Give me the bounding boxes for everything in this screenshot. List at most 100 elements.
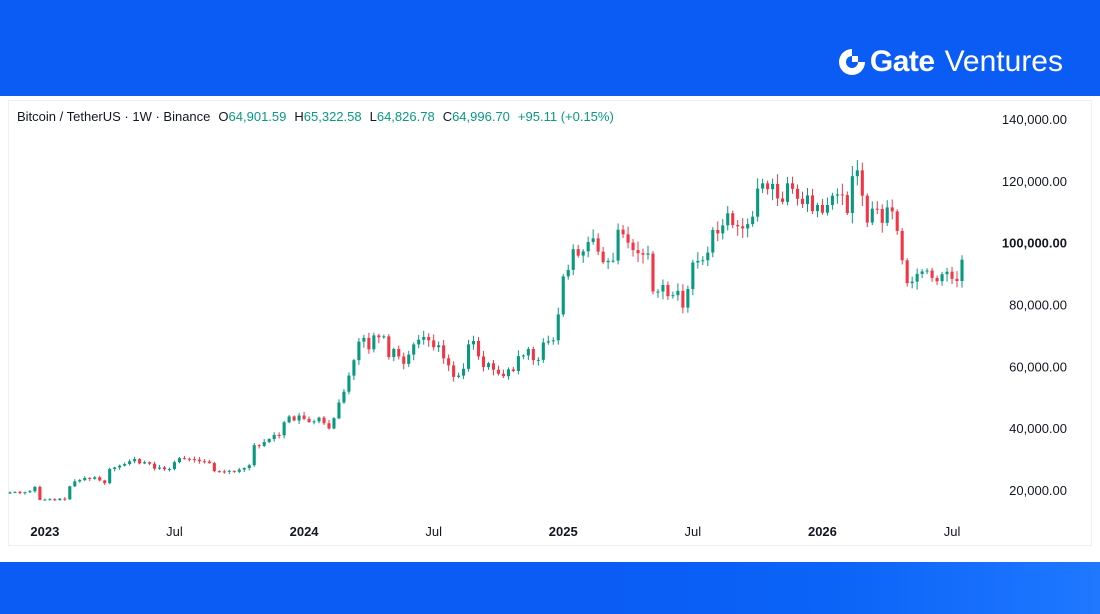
candle-down (197, 459, 201, 462)
candle-up (167, 468, 172, 470)
candle-down (895, 211, 899, 231)
candle-down (651, 253, 655, 292)
candle-down (810, 195, 815, 212)
y-tick-label: 40,000.00 (1009, 421, 1067, 436)
candle-up (940, 274, 944, 282)
candle-up (23, 492, 27, 494)
candle-up (915, 273, 919, 282)
candle-down (776, 183, 780, 199)
candle-up (721, 225, 725, 234)
x-tick-label: 2025 (549, 524, 578, 539)
candle-up (113, 467, 117, 469)
candle-down (212, 463, 216, 472)
candle-up (372, 335, 376, 350)
candle-down (232, 470, 236, 472)
y-tick-label: 140,000.00 (1002, 112, 1067, 127)
candle-up (462, 368, 466, 376)
candle-up (68, 486, 72, 500)
candle-down (880, 208, 884, 223)
candle-down (865, 195, 869, 223)
candle-down (766, 183, 770, 190)
candle-up (471, 340, 476, 345)
candle-up (706, 252, 710, 261)
candle-up (925, 270, 929, 272)
candle-down (636, 250, 640, 254)
close-value: 64,996.70 (452, 109, 510, 124)
candle-up (93, 477, 97, 479)
candle-up (830, 195, 834, 205)
candle-down (491, 363, 496, 370)
candle-up (128, 461, 132, 465)
candle-up (885, 207, 889, 223)
candle-up (267, 438, 271, 443)
candle-up (571, 249, 575, 270)
candle-up (332, 418, 336, 429)
candle-down (387, 336, 391, 358)
candle-up (422, 336, 426, 340)
high-value: 65,322.58 (303, 109, 362, 124)
candle-down (222, 471, 226, 473)
ohlc-legend: Bitcoin / TetherUS · 1W · Binance O 64,9… (17, 109, 622, 124)
candle-up (686, 289, 690, 308)
candle-down (860, 170, 864, 196)
candle-up (457, 375, 461, 377)
candle-up (412, 344, 416, 355)
candle-up (671, 295, 675, 297)
candle-down (716, 229, 720, 234)
candle-up (761, 183, 765, 189)
gate-ventures-logo: Gate Ventures (837, 40, 1063, 84)
candle-down (736, 225, 740, 227)
candle-up (611, 260, 615, 262)
candle-up (13, 491, 17, 493)
candle-up (850, 176, 854, 213)
candle-up (78, 480, 82, 482)
candle-down (367, 337, 371, 350)
candle-up (945, 271, 949, 275)
candle-down (192, 459, 196, 461)
candle-up (696, 260, 700, 263)
candle-up (342, 391, 346, 403)
candle-up (756, 188, 760, 217)
candle-up (506, 369, 510, 377)
candle-down (501, 373, 505, 377)
open-value: 64,901.59 (228, 109, 287, 124)
candle-up (920, 271, 924, 274)
candle-up (347, 375, 351, 392)
x-axis: 2023 Jul 2024 Jul 2025 Jul 2026 Jul (30, 524, 960, 539)
candle-up (252, 445, 256, 466)
candle-up (317, 417, 321, 422)
candle-down (601, 251, 605, 263)
candle-down (905, 260, 909, 284)
brand-subtitle: Ventures (944, 45, 1063, 78)
candle-up (835, 194, 839, 196)
candle-down (302, 415, 306, 419)
candle-up (815, 204, 820, 212)
candle-up (8, 492, 12, 494)
chart-frame (8, 100, 1092, 546)
candle-up (521, 355, 525, 357)
x-tick-label: Jul (425, 524, 442, 539)
candle-down (800, 198, 805, 205)
candle-up (561, 276, 565, 315)
candle-up (83, 477, 87, 481)
candle-down (626, 234, 630, 243)
candle-up (48, 499, 52, 501)
candle-down (53, 499, 57, 501)
close-label: C (442, 109, 453, 124)
symbol-label: Bitcoin / TetherUS · 1W · Binance (17, 109, 211, 124)
candle-up (661, 285, 665, 292)
candle-up (237, 469, 241, 472)
candle-down (666, 285, 670, 297)
y-axis: 140,000.00 120,000.00 100,000.00 80,000.00 6… (1002, 112, 1067, 498)
brand-name: Gate (869, 45, 935, 78)
candle-down (930, 270, 934, 278)
candle-up (551, 340, 555, 342)
candle-up (805, 195, 810, 205)
candle-up (751, 216, 755, 225)
candle-up (177, 458, 182, 463)
candle-down (641, 253, 645, 255)
candle-up (616, 229, 620, 261)
candle-down (162, 467, 167, 470)
candle-up (287, 416, 291, 423)
